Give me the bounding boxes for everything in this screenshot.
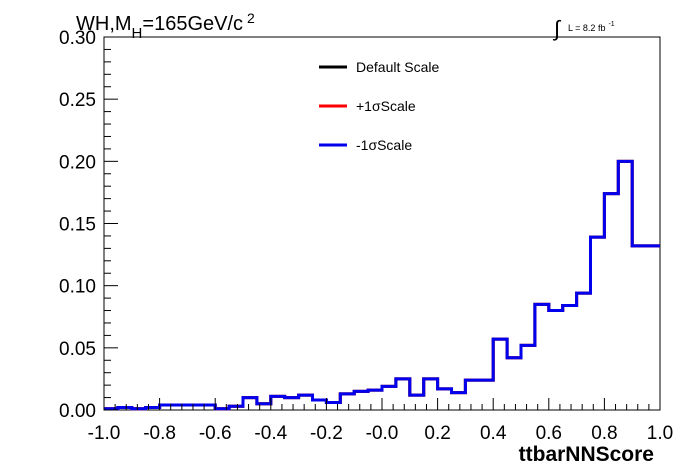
x-axis-title: ttbarNNScore xyxy=(519,443,654,466)
lumi-superscript: -1 xyxy=(608,21,614,28)
legend: Default Scale +1σScale -1σScale xyxy=(319,59,439,153)
x-tick-label: -0.2 xyxy=(310,423,343,444)
x-tick-label: 0.4 xyxy=(480,423,507,444)
y-tick-label: 0.30 xyxy=(59,28,96,49)
x-tick-label: -0.6 xyxy=(199,423,232,444)
x-tick-label: 0.8 xyxy=(591,423,617,444)
x-tick-label: 0.6 xyxy=(536,423,562,444)
x-tick-label: 0.2 xyxy=(424,423,450,444)
title-subscript: H xyxy=(132,25,143,42)
y-tick-label: 0.05 xyxy=(59,339,96,360)
legend-label-default: Default Scale xyxy=(356,59,439,75)
lumi-text: L = 8.2 fb xyxy=(568,23,605,33)
axes-group: -1.0 -0.8 -0.6 -0.4 -0.2 -0.0 0.2 0.4 0.6 0.8 1.0 0… xyxy=(59,28,673,444)
frame xyxy=(103,36,661,411)
title-base: WH,M xyxy=(76,13,132,35)
lumi-integral: ∫ xyxy=(552,16,562,41)
y-tick-label: 0.00 xyxy=(59,401,96,422)
chart-title: WH,MH=165GeV/c 2 xyxy=(76,10,255,42)
x-tick-label: 1.0 xyxy=(647,423,673,444)
x-tick-label: -1.0 xyxy=(88,423,121,444)
legend-label-plus1sigma: +1σScale xyxy=(356,98,416,114)
legend-label-minus1sigma: -1σScale xyxy=(356,137,412,153)
x-tick-label: -0.0 xyxy=(366,423,399,444)
title-mid: =165GeV/c xyxy=(142,13,243,35)
y-tick-label: 0.10 xyxy=(59,277,96,298)
title-superscript: 2 xyxy=(247,10,255,26)
x-tick-label: -0.8 xyxy=(143,423,176,444)
x-tick-label: -0.4 xyxy=(254,423,287,444)
y-tick-label: 0.20 xyxy=(59,152,96,173)
y-tick-label: 0.15 xyxy=(59,215,96,236)
y-tick-label: 0.25 xyxy=(59,90,96,111)
lumi-label: L = 8.2 fb -1 xyxy=(568,21,615,33)
